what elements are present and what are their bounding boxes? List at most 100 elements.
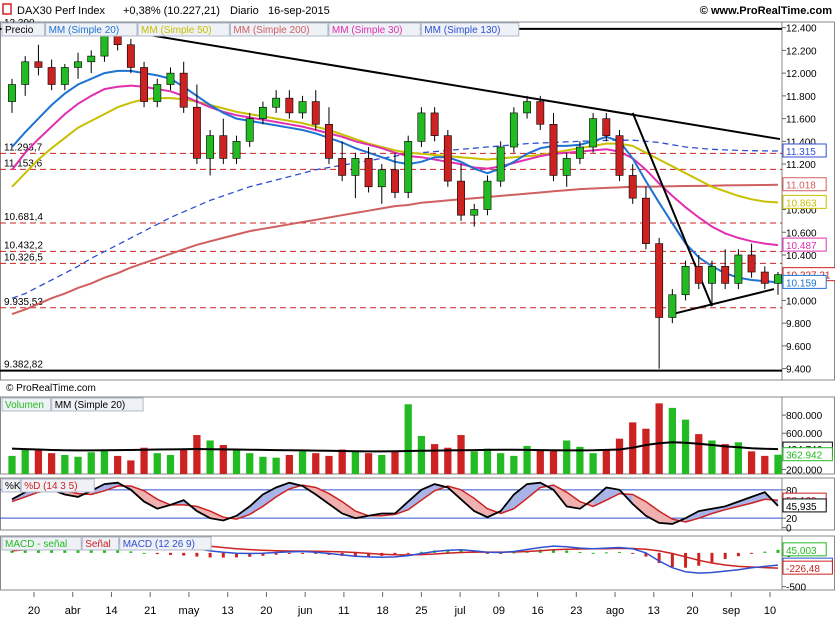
candle-body <box>747 254 756 273</box>
price-legend-box <box>1 22 46 37</box>
stoch-fill <box>315 487 329 504</box>
level-label: 10.326,5 <box>4 252 43 263</box>
volume-bar <box>483 448 492 474</box>
price-legend-box <box>137 22 230 37</box>
price-legend-item: MM (Simple 50) <box>141 25 212 36</box>
macd-hist-bar <box>261 552 265 556</box>
volume-bar <box>180 449 188 474</box>
macd-hist-bar <box>578 552 582 554</box>
volume-bar <box>100 449 109 474</box>
volume-bar <box>285 454 293 474</box>
stoch-fill <box>461 489 475 512</box>
candle-body <box>602 118 611 136</box>
candle-body <box>272 97 281 108</box>
candle-body <box>443 135 452 182</box>
stoch-fill <box>606 487 620 501</box>
macd-hist-bar <box>723 552 727 559</box>
trendline-support <box>672 288 775 316</box>
volume-bar <box>536 449 544 474</box>
price-badge <box>782 143 827 158</box>
volume-badge <box>782 447 833 462</box>
price-legend-item: MM (Simple 30) <box>332 25 403 36</box>
price-badge <box>782 237 827 252</box>
volume-bar <box>523 445 531 474</box>
volume-tick-label: 800.000 <box>786 411 823 422</box>
price-badge <box>782 194 827 209</box>
price-legend-box <box>420 22 520 37</box>
candle-body <box>351 158 360 176</box>
macd-hist-bar <box>63 549 67 553</box>
candle-body <box>457 180 465 216</box>
volume-bar <box>708 440 716 474</box>
stoch-fill <box>566 492 580 509</box>
price-tick-label: 12.400 <box>786 24 817 35</box>
candle-body <box>536 101 545 125</box>
candle-body <box>153 84 162 102</box>
volume-bar <box>430 444 439 474</box>
level-label: 10.681,4 <box>4 212 43 223</box>
macd-hist-bar <box>314 552 318 554</box>
macd-hist-bar <box>776 549 780 553</box>
candle-body <box>325 123 333 159</box>
price-change: +0,38% (10.227,21) <box>123 5 220 17</box>
macd-hist-bar <box>353 552 357 557</box>
price-tick-label: 10.000 <box>786 296 817 307</box>
candle-body <box>430 112 439 136</box>
candle-body <box>668 294 677 318</box>
candle-body <box>523 101 532 114</box>
candle-body <box>589 118 598 148</box>
level-label: 11.153,6 <box>4 158 43 169</box>
x-tick-label: jul <box>454 605 466 617</box>
macd-hist-bar <box>419 551 423 553</box>
macd-legend-box <box>81 536 120 551</box>
level-label: 10.432,2 <box>4 240 43 251</box>
candle-body <box>562 158 571 176</box>
candle-body <box>694 266 703 284</box>
volume-bar <box>681 419 690 474</box>
macd-tick-label: -500 <box>786 583 806 594</box>
macd-legend-item: MACD - señal <box>5 539 67 550</box>
candle-body <box>192 106 201 159</box>
candle-body <box>338 158 347 176</box>
volume-tick-label: 600.000 <box>786 429 823 440</box>
volume-bar <box>655 403 663 474</box>
stoch-fill <box>421 484 435 501</box>
macd-hist-bar <box>670 552 674 568</box>
price-legend-box <box>229 22 329 37</box>
volume-bar <box>761 455 769 474</box>
macd-hist-bar <box>631 552 635 554</box>
price-tick-label: 12.000 <box>786 69 817 80</box>
volume-bar <box>378 454 386 474</box>
candle-body <box>628 175 637 199</box>
trendline-resistance <box>104 26 781 141</box>
candle-body <box>126 44 135 68</box>
candle-body <box>166 72 175 85</box>
volume-bar <box>206 440 214 474</box>
candle-body <box>34 61 43 68</box>
macd-hist-bar <box>274 552 278 555</box>
macd-hist-bar <box>618 551 622 553</box>
volume-bar <box>404 404 412 474</box>
x-tick-label: 13 <box>222 605 234 617</box>
macd-hist-bar <box>208 552 212 558</box>
volume-bar <box>87 452 95 474</box>
date-label: 16-sep-2015 <box>268 5 330 17</box>
price-badge <box>782 274 827 289</box>
candle-body <box>219 135 228 159</box>
volume-bar <box>602 450 610 474</box>
stoch-fill <box>711 506 726 514</box>
candle-body <box>311 101 320 125</box>
candle-body <box>509 112 518 148</box>
macd-badge-label: -226,48 <box>786 564 820 575</box>
macd-hist-bar <box>393 552 397 556</box>
header: DAX30 Perf Index +0,38% (10.227,21) Diar… <box>2 3 832 17</box>
macd-hist-bar <box>644 552 648 557</box>
macd-hist-bar <box>551 549 555 553</box>
volume-bar <box>721 444 729 474</box>
macd-hist-bar <box>736 552 740 557</box>
stoch-fill <box>659 511 673 524</box>
macd-hist-bar <box>512 552 516 554</box>
x-tick-label: 18 <box>377 605 389 617</box>
macd-hist-bar <box>657 552 661 563</box>
macd-hist-bar <box>684 552 688 568</box>
